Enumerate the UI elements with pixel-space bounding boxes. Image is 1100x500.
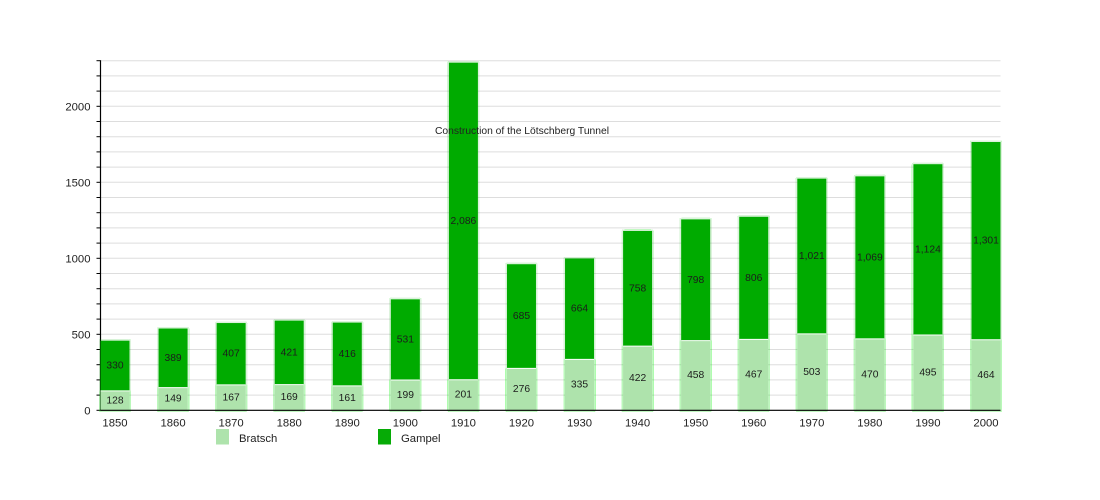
svg-text:758: 758: [629, 283, 646, 294]
svg-text:128: 128: [106, 395, 123, 406]
svg-text:1990: 1990: [915, 417, 940, 429]
svg-text:1910: 1910: [451, 417, 476, 429]
svg-text:1,301: 1,301: [973, 236, 999, 247]
svg-text:1860: 1860: [160, 417, 185, 429]
svg-text:500: 500: [72, 329, 91, 341]
svg-text:201: 201: [455, 390, 472, 401]
svg-text:1890: 1890: [335, 417, 360, 429]
svg-text:1850: 1850: [102, 417, 127, 429]
svg-text:276: 276: [513, 384, 530, 395]
svg-text:1880: 1880: [277, 417, 302, 429]
svg-text:531: 531: [397, 334, 414, 345]
svg-text:495: 495: [919, 367, 936, 378]
svg-text:169: 169: [281, 392, 298, 403]
svg-text:Gampel: Gampel: [401, 433, 441, 445]
svg-text:1930: 1930: [567, 417, 592, 429]
svg-text:1000: 1000: [65, 253, 90, 265]
svg-text:458: 458: [687, 370, 704, 381]
svg-text:1980: 1980: [857, 417, 882, 429]
svg-text:798: 798: [687, 275, 704, 286]
svg-text:407: 407: [223, 349, 240, 360]
svg-text:664: 664: [571, 304, 588, 315]
svg-text:422: 422: [629, 373, 646, 384]
svg-text:1,021: 1,021: [799, 251, 825, 262]
svg-text:1960: 1960: [741, 417, 766, 429]
svg-text:2,086: 2,086: [451, 216, 477, 227]
svg-text:1,069: 1,069: [857, 252, 883, 263]
svg-text:1900: 1900: [393, 417, 418, 429]
svg-text:1500: 1500: [65, 177, 90, 189]
svg-text:335: 335: [571, 380, 588, 391]
svg-text:467: 467: [745, 370, 762, 381]
svg-text:1940: 1940: [625, 417, 650, 429]
svg-text:1870: 1870: [219, 417, 244, 429]
svg-text:685: 685: [513, 311, 530, 322]
svg-text:330: 330: [106, 360, 123, 371]
svg-text:Bratsch: Bratsch: [239, 433, 277, 445]
svg-text:1950: 1950: [683, 417, 708, 429]
svg-text:421: 421: [281, 347, 298, 358]
svg-text:0: 0: [84, 405, 90, 417]
svg-text:806: 806: [745, 273, 762, 284]
svg-text:464: 464: [977, 370, 994, 381]
svg-text:470: 470: [861, 369, 878, 380]
svg-text:1,124: 1,124: [915, 244, 941, 255]
svg-text:416: 416: [339, 349, 356, 360]
svg-text:149: 149: [164, 394, 181, 405]
svg-text:2000: 2000: [973, 417, 998, 429]
svg-text:389: 389: [164, 353, 181, 364]
svg-text:167: 167: [223, 392, 240, 403]
svg-text:1970: 1970: [799, 417, 824, 429]
svg-text:199: 199: [397, 390, 414, 401]
svg-text:503: 503: [803, 367, 820, 378]
svg-text:1920: 1920: [509, 417, 534, 429]
svg-text:Construction of the Lötschberg: Construction of the Lötschberg Tunnel: [435, 126, 609, 137]
svg-text:2000: 2000: [65, 101, 90, 113]
svg-text:161: 161: [339, 393, 356, 404]
